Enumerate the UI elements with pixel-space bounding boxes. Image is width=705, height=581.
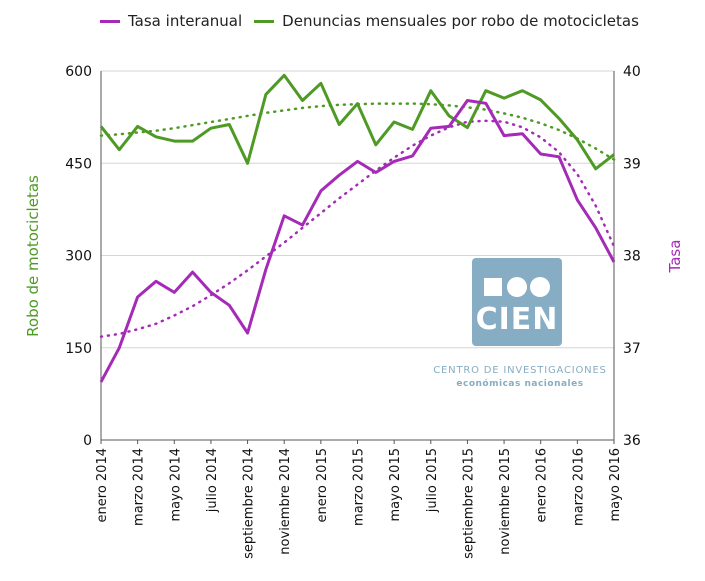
x-tick-label: mayo 2016 bbox=[608, 448, 623, 522]
trend-line-tasa bbox=[99, 119, 616, 338]
series-line-tasa bbox=[99, 99, 616, 383]
right-tick-label: 40 bbox=[623, 64, 641, 80]
left-tick-label: 0 bbox=[83, 433, 92, 449]
logo-circles-icon bbox=[484, 277, 550, 297]
legend-swatch-purple bbox=[100, 19, 120, 23]
left-axis-title: Robo de motocicletas bbox=[24, 175, 42, 337]
logo-subtitle-1: CENTRO DE INVESTIGACIONES bbox=[433, 365, 607, 376]
legend-item-denuncias: Denuncias mensuales por robo de motocicl… bbox=[254, 12, 639, 30]
left-tick-label: 600 bbox=[65, 64, 92, 80]
x-tick-label: mayo 2014 bbox=[168, 448, 183, 522]
logo-word: CIEN bbox=[475, 302, 559, 337]
left-axis-ticks: 0 150 300 450 600 bbox=[65, 64, 92, 449]
x-tick-label: marzo 2015 bbox=[352, 448, 367, 526]
legend-label-denuncias: Denuncias mensuales por robo de motocicl… bbox=[282, 12, 639, 30]
x-tick-label: enero 2015 bbox=[315, 448, 330, 522]
right-tick-label: 37 bbox=[623, 341, 641, 357]
legend: Tasa interanual Denuncias mensuales por … bbox=[100, 12, 651, 30]
x-tick-label: septiembre 2015 bbox=[461, 448, 476, 559]
right-axis-title: Tasa bbox=[666, 240, 684, 274]
logo-subtitle-2: económicas nacionales bbox=[456, 379, 584, 389]
x-axis-ticks: enero 2014 marzo 2014 mayo 2014 julio 2014 s… bbox=[95, 440, 623, 559]
legend-swatch-green bbox=[254, 19, 275, 23]
x-tick-label: noviembre 2014 bbox=[278, 448, 293, 555]
x-tick-label: mayo 2015 bbox=[388, 448, 403, 522]
right-tick-label: 36 bbox=[623, 433, 641, 449]
left-tick-label: 300 bbox=[65, 249, 92, 265]
x-tick-label: marzo 2016 bbox=[571, 448, 586, 526]
x-tick-label: noviembre 2015 bbox=[498, 448, 513, 555]
legend-item-tasa: Tasa interanual bbox=[100, 12, 242, 30]
x-tick-label: enero 2016 bbox=[535, 448, 550, 522]
left-tick-label: 150 bbox=[65, 341, 92, 357]
right-tick-label: 38 bbox=[623, 249, 641, 265]
x-tick-label: julio 2015 bbox=[425, 448, 440, 513]
series-line-denuncias bbox=[99, 73, 615, 171]
right-tick-label: 39 bbox=[623, 156, 641, 172]
legend-label-tasa: Tasa interanual bbox=[128, 12, 243, 30]
left-tick-label: 450 bbox=[65, 156, 92, 172]
x-tick-label: enero 2014 bbox=[95, 448, 110, 522]
x-tick-label: septiembre 2014 bbox=[242, 448, 257, 559]
x-tick-label: marzo 2014 bbox=[132, 448, 147, 526]
gridlines bbox=[100, 70, 615, 441]
cien-logo: CIEN bbox=[472, 258, 562, 346]
x-tick-label: julio 2014 bbox=[205, 448, 220, 513]
right-axis-ticks: 36 37 38 39 40 bbox=[623, 64, 641, 449]
series-lines bbox=[99, 73, 616, 383]
